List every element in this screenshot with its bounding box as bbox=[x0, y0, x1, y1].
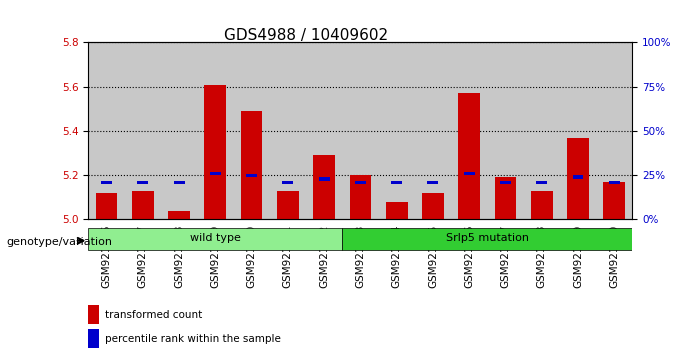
Bar bbox=[277, 191, 299, 219]
Bar bbox=[355, 181, 366, 184]
Bar bbox=[137, 181, 148, 184]
FancyBboxPatch shape bbox=[88, 228, 342, 250]
Bar bbox=[500, 181, 511, 184]
Bar bbox=[609, 181, 619, 184]
Text: wild type: wild type bbox=[190, 233, 241, 244]
Bar bbox=[537, 181, 547, 184]
Bar bbox=[573, 176, 583, 179]
Text: GDS4988 / 10409602: GDS4988 / 10409602 bbox=[224, 28, 388, 43]
Bar bbox=[350, 175, 371, 219]
Text: genotype/variation: genotype/variation bbox=[7, 238, 113, 247]
Bar bbox=[88, 305, 99, 324]
Text: percentile rank within the sample: percentile rank within the sample bbox=[105, 334, 281, 344]
Bar bbox=[173, 181, 184, 184]
Bar bbox=[391, 181, 402, 184]
Bar bbox=[205, 85, 226, 219]
Text: transformed count: transformed count bbox=[105, 310, 202, 320]
Bar bbox=[531, 191, 553, 219]
Bar bbox=[282, 181, 293, 184]
Bar bbox=[88, 329, 99, 348]
Bar bbox=[210, 172, 221, 175]
Bar bbox=[132, 191, 154, 219]
Bar bbox=[168, 211, 190, 219]
Bar bbox=[96, 193, 118, 219]
Bar bbox=[422, 193, 444, 219]
Bar bbox=[458, 93, 480, 219]
Bar bbox=[464, 172, 475, 175]
Bar bbox=[567, 138, 589, 219]
Bar bbox=[386, 202, 407, 219]
Text: Srlp5 mutation: Srlp5 mutation bbox=[446, 233, 529, 244]
Bar bbox=[241, 111, 262, 219]
Bar bbox=[428, 181, 439, 184]
Bar bbox=[246, 174, 257, 177]
Bar bbox=[603, 182, 625, 219]
Bar bbox=[319, 177, 330, 181]
FancyBboxPatch shape bbox=[342, 228, 632, 250]
Bar bbox=[101, 181, 112, 184]
Bar bbox=[313, 155, 335, 219]
Bar bbox=[494, 177, 516, 219]
